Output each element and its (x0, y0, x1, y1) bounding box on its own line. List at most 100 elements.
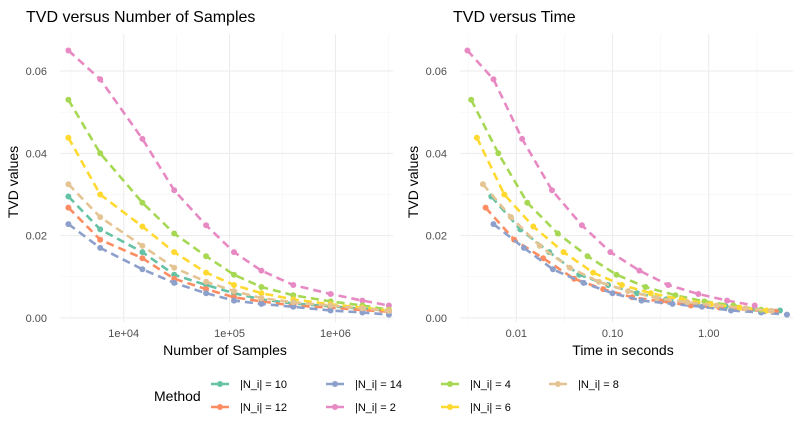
y-tick-label: 0.06 (26, 66, 47, 78)
data-point (231, 249, 237, 256)
panel-samples: TVD versus Number of Samples Number of S… (5, 9, 393, 358)
data-point (258, 267, 265, 274)
data-point (385, 302, 392, 309)
legend-label: |N_i| = 14 (355, 379, 402, 391)
data-point (613, 271, 620, 278)
data-point (665, 282, 672, 288)
data-point (684, 299, 691, 306)
data-point (359, 309, 366, 316)
data-point (171, 279, 178, 286)
data-point (97, 214, 104, 221)
series-line (67, 223, 390, 316)
data-point (258, 290, 265, 297)
data-point (479, 181, 486, 188)
data-point (327, 307, 334, 314)
data-point (258, 295, 265, 302)
gridlines-samples (60, 34, 393, 322)
series-line (67, 195, 389, 312)
data-point (519, 135, 526, 142)
ticks-samples: 1e+04 1e+05 1e+06 0.00 0.02 0.04 0.06 (26, 66, 351, 340)
legend-label: |N_i| = 6 (470, 402, 511, 414)
data-point (385, 307, 392, 314)
data-point (501, 191, 508, 198)
data-point (97, 236, 104, 243)
data-point (468, 96, 475, 103)
legend-key-point (447, 404, 453, 410)
data-point (203, 253, 210, 260)
data-point (65, 47, 72, 54)
data-point (203, 278, 210, 285)
data-point (609, 290, 616, 297)
data-point (65, 96, 72, 103)
series-line (67, 206, 389, 313)
data-point (763, 307, 770, 314)
ticks-time: 0.01 0.10 1.00 0.00 0.02 0.04 0.06 (426, 66, 720, 340)
legend-key-point (332, 381, 338, 387)
legend-label: |N_i| = 12 (240, 402, 287, 414)
x-tick-label: 1e+06 (320, 328, 351, 340)
data-point (139, 242, 146, 249)
data-point (231, 297, 237, 304)
series-line (67, 99, 390, 311)
data-point (768, 307, 775, 314)
data-point (713, 302, 720, 309)
data-point (171, 230, 178, 237)
y-tick-label: 0.04 (426, 148, 447, 160)
data-point (520, 244, 527, 251)
data-point (736, 304, 743, 311)
legend-key-point (555, 381, 561, 387)
data-point (524, 199, 531, 206)
data-point (65, 193, 72, 200)
legend-label: |N_i| = 2 (355, 402, 396, 414)
data-point (65, 204, 72, 211)
data-point (625, 288, 632, 295)
gridlines-time (460, 34, 793, 322)
series-line (466, 49, 755, 307)
data-point (203, 290, 210, 297)
legend-title: Method (154, 388, 201, 404)
data-point (258, 300, 265, 307)
x-axis-title-time: Time in seconds (572, 342, 673, 358)
y-tick-label: 0.00 (426, 313, 447, 325)
data-point (742, 305, 749, 312)
data-point (327, 302, 334, 309)
chart-title-time: TVD versus Time (453, 9, 576, 26)
legend-label: |N_i| = 8 (578, 379, 619, 391)
data-point (171, 249, 178, 256)
x-tick-label: 1e+05 (214, 328, 245, 340)
data-point (231, 271, 237, 278)
data-point (290, 303, 297, 310)
data-point (728, 307, 734, 314)
data-point (549, 187, 555, 194)
data-point (203, 222, 210, 229)
x-tick-label: 1.00 (698, 328, 719, 340)
data-point (784, 311, 790, 318)
data-point (751, 302, 758, 309)
data-point (171, 271, 178, 278)
data-point (536, 242, 543, 249)
data-point (638, 297, 645, 304)
data-point (139, 223, 146, 230)
data-point (724, 297, 731, 304)
marks-samples (65, 47, 392, 318)
x-tick-label: 1e+04 (108, 328, 139, 340)
x-tick-label: 0.10 (602, 328, 623, 340)
data-point (139, 266, 146, 273)
data-point (290, 299, 297, 306)
data-point (139, 199, 146, 206)
data-point (171, 275, 178, 282)
data-point (359, 305, 366, 312)
legend-label: |N_i| = 10 (240, 379, 287, 391)
data-point (171, 187, 178, 194)
data-point (560, 249, 567, 256)
data-point (580, 279, 587, 286)
data-point (327, 291, 334, 297)
data-point (530, 223, 537, 230)
x-axis-title-samples: Number of Samples (163, 342, 287, 358)
y-tick-label: 0.02 (26, 231, 47, 243)
data-point (669, 300, 676, 307)
data-point (636, 267, 643, 274)
data-point (482, 204, 489, 211)
y-tick-label: 0.02 (426, 231, 447, 243)
